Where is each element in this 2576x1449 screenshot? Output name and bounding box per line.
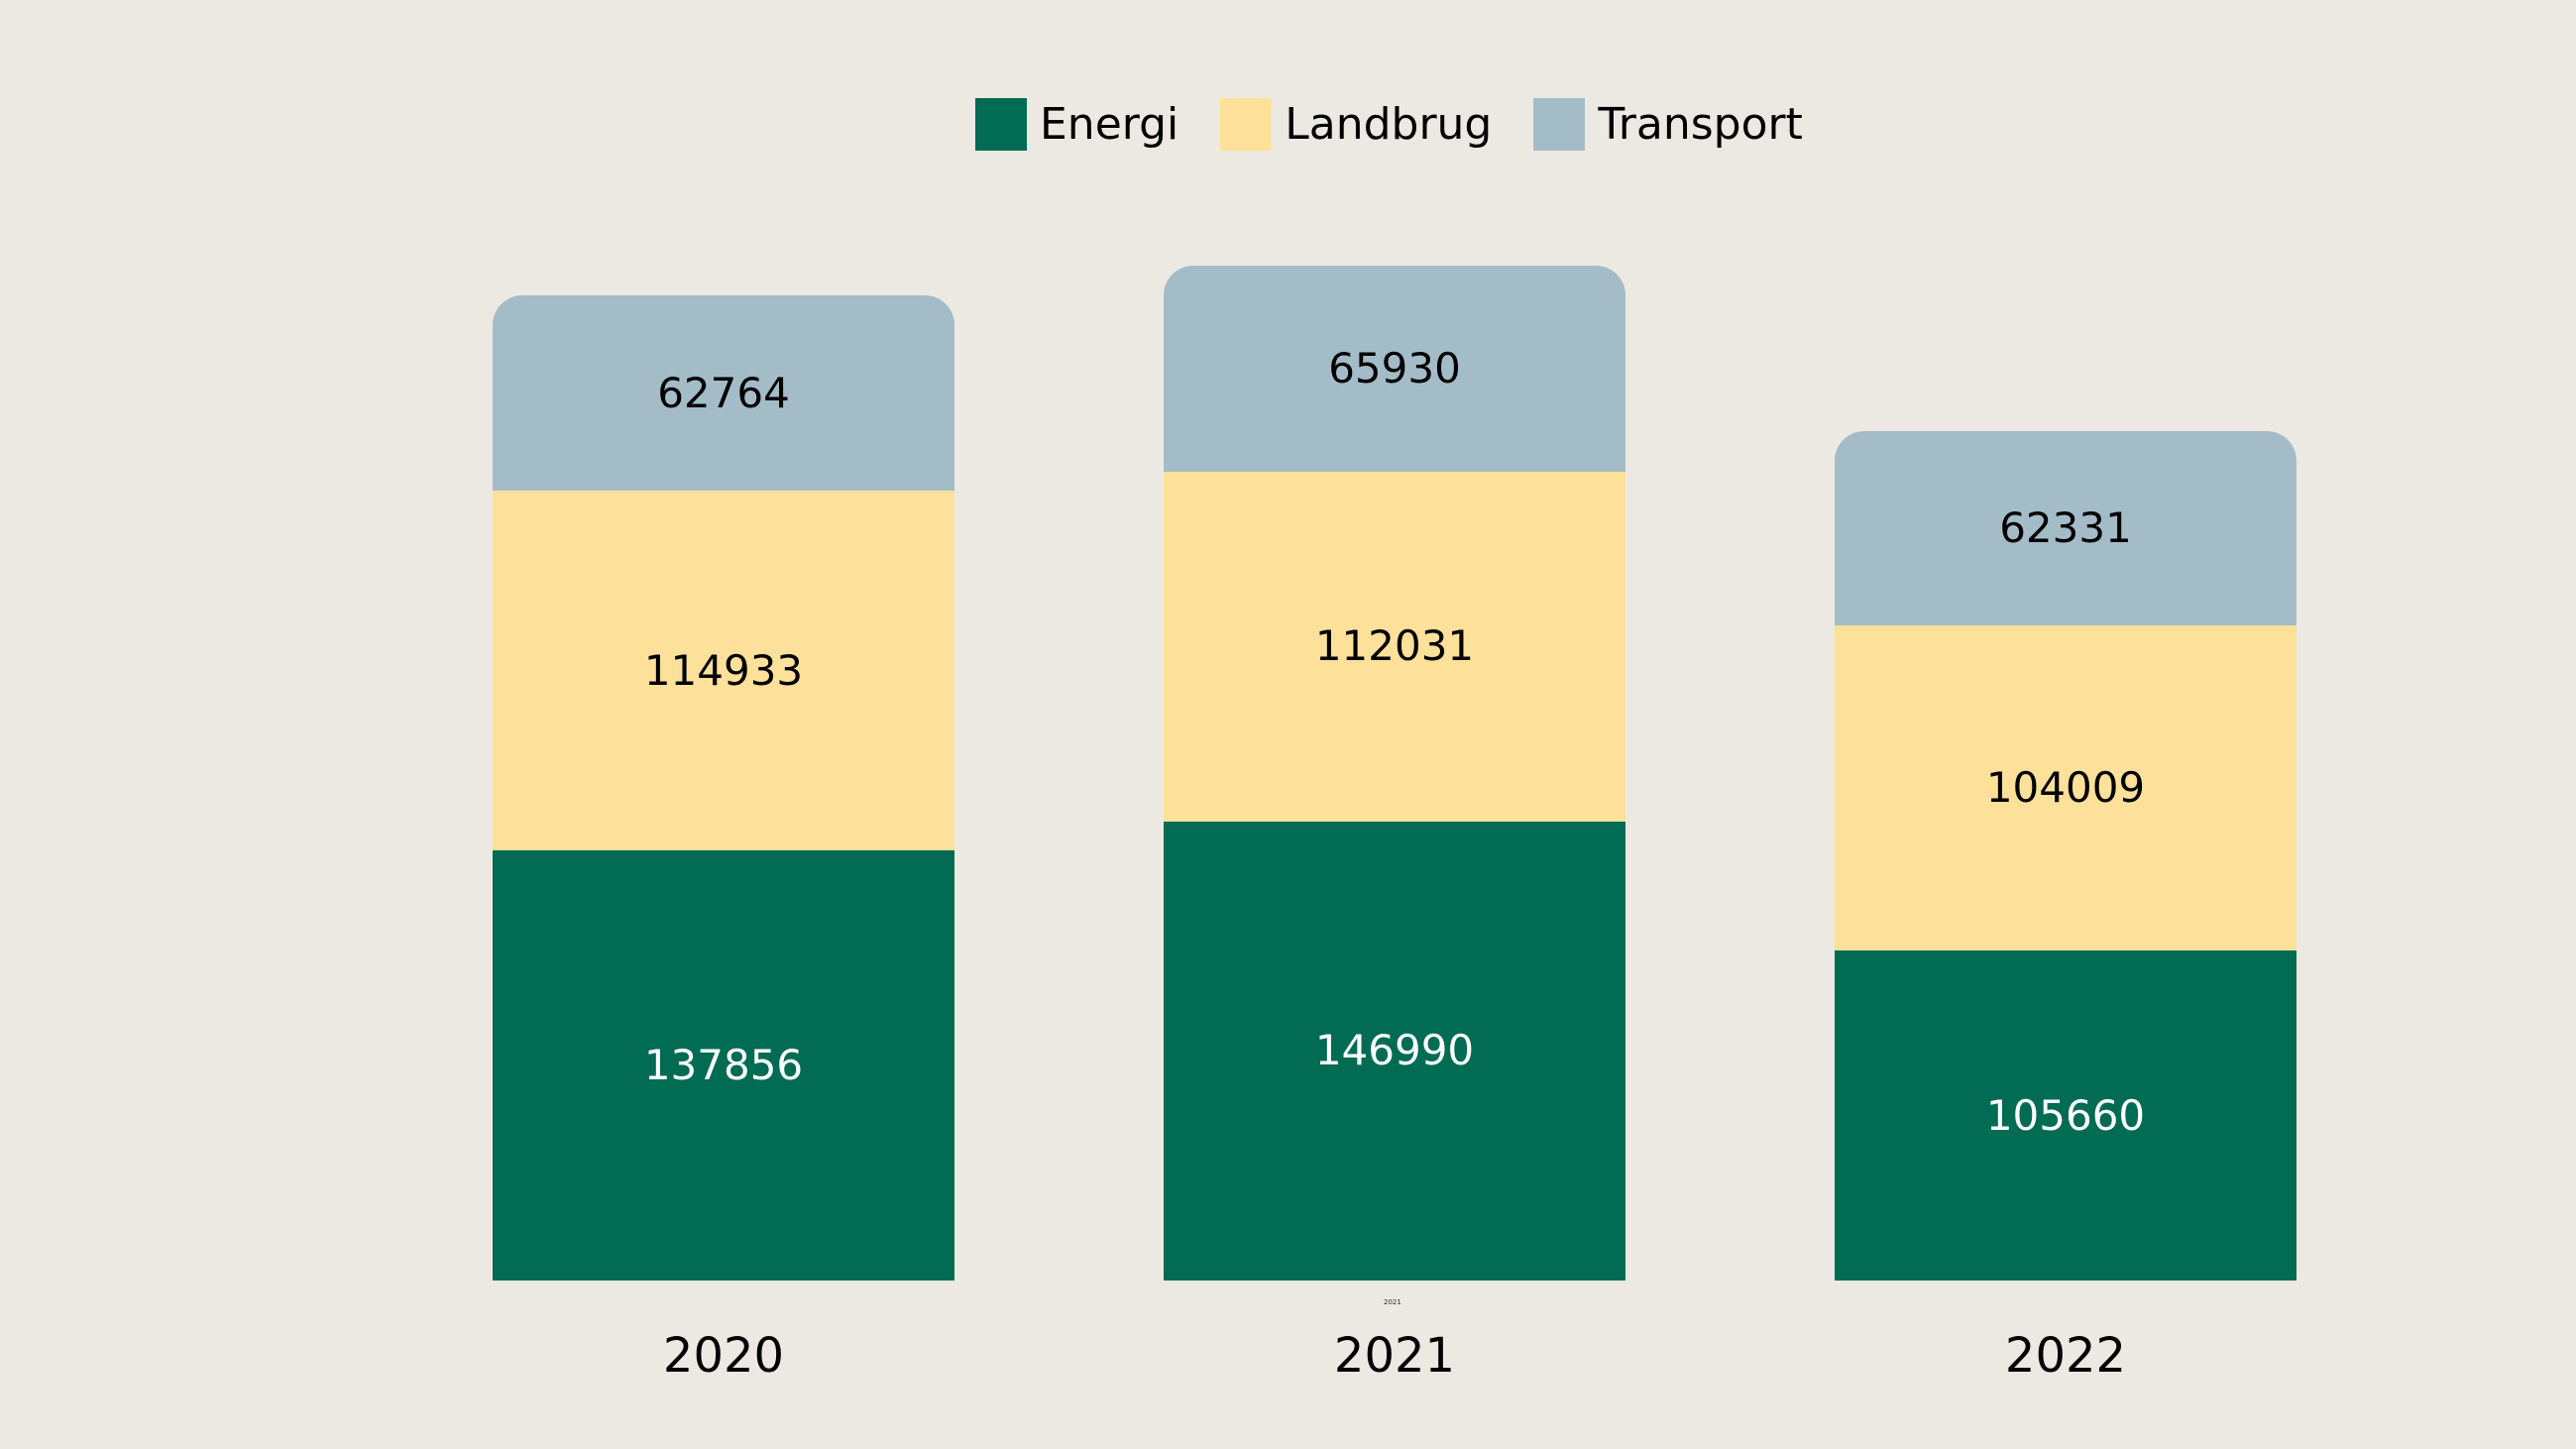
bar-segment-landbrug-2020: 114933	[493, 491, 954, 850]
legend-swatch-transport	[1533, 98, 1586, 151]
stacked-bar-2020: 137856 114933 62764	[493, 294, 954, 1281]
segment-value-label: 62331	[1999, 503, 2132, 553]
x-tick-label-2020: 2020	[662, 1328, 785, 1384]
legend-label-landbrug: Landbrug	[1285, 98, 1493, 150]
x-tick-label-2021: 2021	[1333, 1328, 1456, 1384]
segment-value-label: 112031	[1314, 621, 1475, 671]
segment-value-label: 65930	[1328, 343, 1461, 392]
segment-value-label: 104009	[1985, 763, 2146, 813]
legend-label-transport: Transport	[1598, 98, 1803, 150]
stacked-bar-2022: 105660 104009 62331	[1835, 430, 2296, 1281]
segment-value-label: 146990	[1314, 1026, 1475, 1075]
bar-segment-energi-2020: 137856	[493, 849, 954, 1281]
bar-segment-landbrug-2021: 112031	[1164, 471, 1625, 822]
segment-value-label: 105660	[1985, 1090, 2146, 1140]
legend-label-energi: Energi	[1040, 98, 1179, 150]
x-tick-label-2022: 2022	[2004, 1328, 2127, 1384]
legend-item-energi: Energi	[975, 98, 1178, 151]
legend: Energi Landbrug Transport	[975, 98, 1803, 151]
stacked-bar-2021: 146990 112031 65930	[1164, 266, 1625, 1281]
legend-item-transport: Transport	[1533, 98, 1803, 151]
legend-swatch-energi	[975, 98, 1027, 151]
legend-item-landbrug: Landbrug	[1220, 98, 1492, 151]
segment-value-label: 114933	[643, 645, 804, 695]
bar-segment-transport-2022: 62331	[1835, 430, 2296, 626]
bar-segment-transport-2021: 65930	[1164, 266, 1625, 472]
bar-segment-landbrug-2022: 104009	[1835, 625, 2296, 951]
bar-segment-energi-2022: 105660	[1835, 950, 2296, 1281]
bar-segment-transport-2020: 62764	[493, 294, 954, 492]
segment-value-label: 137856	[643, 1040, 804, 1089]
bar-segment-energi-2021: 146990	[1164, 821, 1625, 1281]
tiny-duplicate-tick-label: 2021	[1384, 1298, 1401, 1306]
segment-value-label: 62764	[657, 368, 790, 417]
legend-swatch-landbrug	[1220, 98, 1273, 151]
